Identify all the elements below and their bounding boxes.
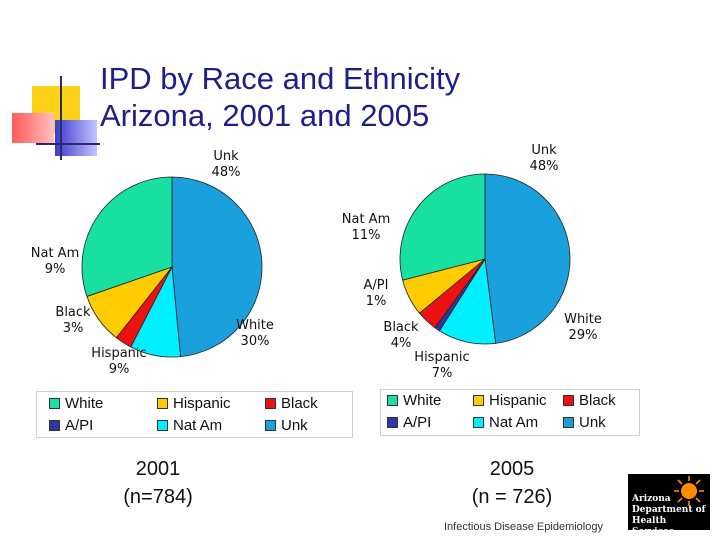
legend-swatch (563, 395, 574, 406)
deco-vertical-line (60, 76, 62, 160)
caption-2001: 2001 (n=784) (98, 455, 218, 511)
caption-year: 2001 (135, 458, 181, 480)
legend-swatch (49, 420, 60, 431)
legend-label: Unk (281, 417, 308, 434)
label-2001-unk: Unk 48% (211, 149, 241, 180)
legend-swatch (563, 417, 574, 428)
sun-icon (674, 476, 704, 506)
label-2005-black: Black 4% (383, 320, 419, 351)
pie-slice-unk (171, 176, 263, 358)
legend-label: Nat Am (173, 417, 223, 434)
label-2005-api: A/PI 1% (363, 278, 389, 309)
logo-line: Department of (632, 505, 706, 515)
logo-line: Health Services (632, 516, 674, 537)
caption-2005: 2005 (n = 726) (450, 455, 574, 511)
label-2005-white: White 29% (564, 312, 602, 343)
legend-2001-item: Hispanic (157, 395, 231, 412)
legend-label: White (403, 392, 442, 409)
legend-label: A/PI (403, 414, 432, 431)
legend-2001-item: A/PI (49, 417, 93, 434)
legend-swatch (387, 417, 398, 428)
footer-text: Infectious Disease Epidemiology (444, 521, 603, 533)
legend-swatch (49, 398, 60, 409)
label-2005-unk: Unk 48% (529, 143, 559, 174)
legend-swatch (157, 398, 168, 409)
pie-chart-2005 (399, 173, 571, 345)
adhs-logo: Arizona Department of Health Services (628, 474, 710, 537)
legend-2005: White Hispanic Black A/PI Nat Am Unk (380, 389, 640, 436)
label-2001-black: Black 3% (55, 305, 91, 336)
legend-swatch (387, 395, 398, 406)
legend-2001-item: Unk (265, 417, 308, 434)
deco-red-square (12, 113, 54, 143)
legend-label: Hispanic (489, 392, 547, 409)
legend-2001: White Hispanic Black A/PI Nat Am Unk (36, 391, 353, 438)
legend-label: Black (281, 395, 318, 412)
legend-2005-item: A/PI (387, 414, 431, 431)
pie-slice-white (399, 173, 486, 281)
legend-2005-item: White (387, 392, 441, 409)
legend-label: Nat Am (489, 414, 539, 431)
logo-line: Arizona (632, 494, 671, 504)
legend-2005-item: Black (563, 392, 616, 409)
legend-label: Hispanic (173, 395, 231, 412)
legend-label: Unk (579, 414, 606, 431)
pie-chart-2001 (81, 176, 263, 358)
legend-label: White (65, 395, 104, 412)
label-2001-hispanic: Hispanic 9% (91, 346, 147, 377)
label-2001-nat-am: Nat Am 9% (30, 246, 80, 277)
legend-2001-item: White (49, 395, 103, 412)
label-2005-nat-am: Nat Am 11% (341, 212, 391, 243)
legend-2005-item: Unk (563, 414, 606, 431)
label-2005-hispanic: Hispanic 7% (414, 350, 470, 381)
deco-blue-square (55, 120, 97, 156)
legend-2005-item: Hispanic (473, 392, 547, 409)
caption-n: (n = 726) (471, 486, 553, 508)
legend-swatch (473, 417, 484, 428)
label-2001-white: White 30% (236, 318, 274, 349)
caption-year: 2005 (489, 458, 535, 480)
legend-2001-item: Nat Am (157, 417, 222, 434)
legend-label: Black (579, 392, 616, 409)
pie-slice-white (81, 176, 173, 297)
caption-n: (n=784) (123, 486, 193, 508)
deco-horizontal-line (36, 143, 100, 145)
legend-2005-item: Nat Am (473, 414, 538, 431)
legend-swatch (473, 395, 484, 406)
legend-label: A/PI (65, 417, 94, 434)
slide-title: IPD by Race and Ethnicity Arizona, 2001 … (100, 61, 461, 133)
legend-swatch (265, 420, 276, 431)
legend-swatch (157, 420, 168, 431)
legend-swatch (265, 398, 276, 409)
pie-slice-unk (484, 173, 571, 344)
legend-2001-item: Black (265, 395, 318, 412)
